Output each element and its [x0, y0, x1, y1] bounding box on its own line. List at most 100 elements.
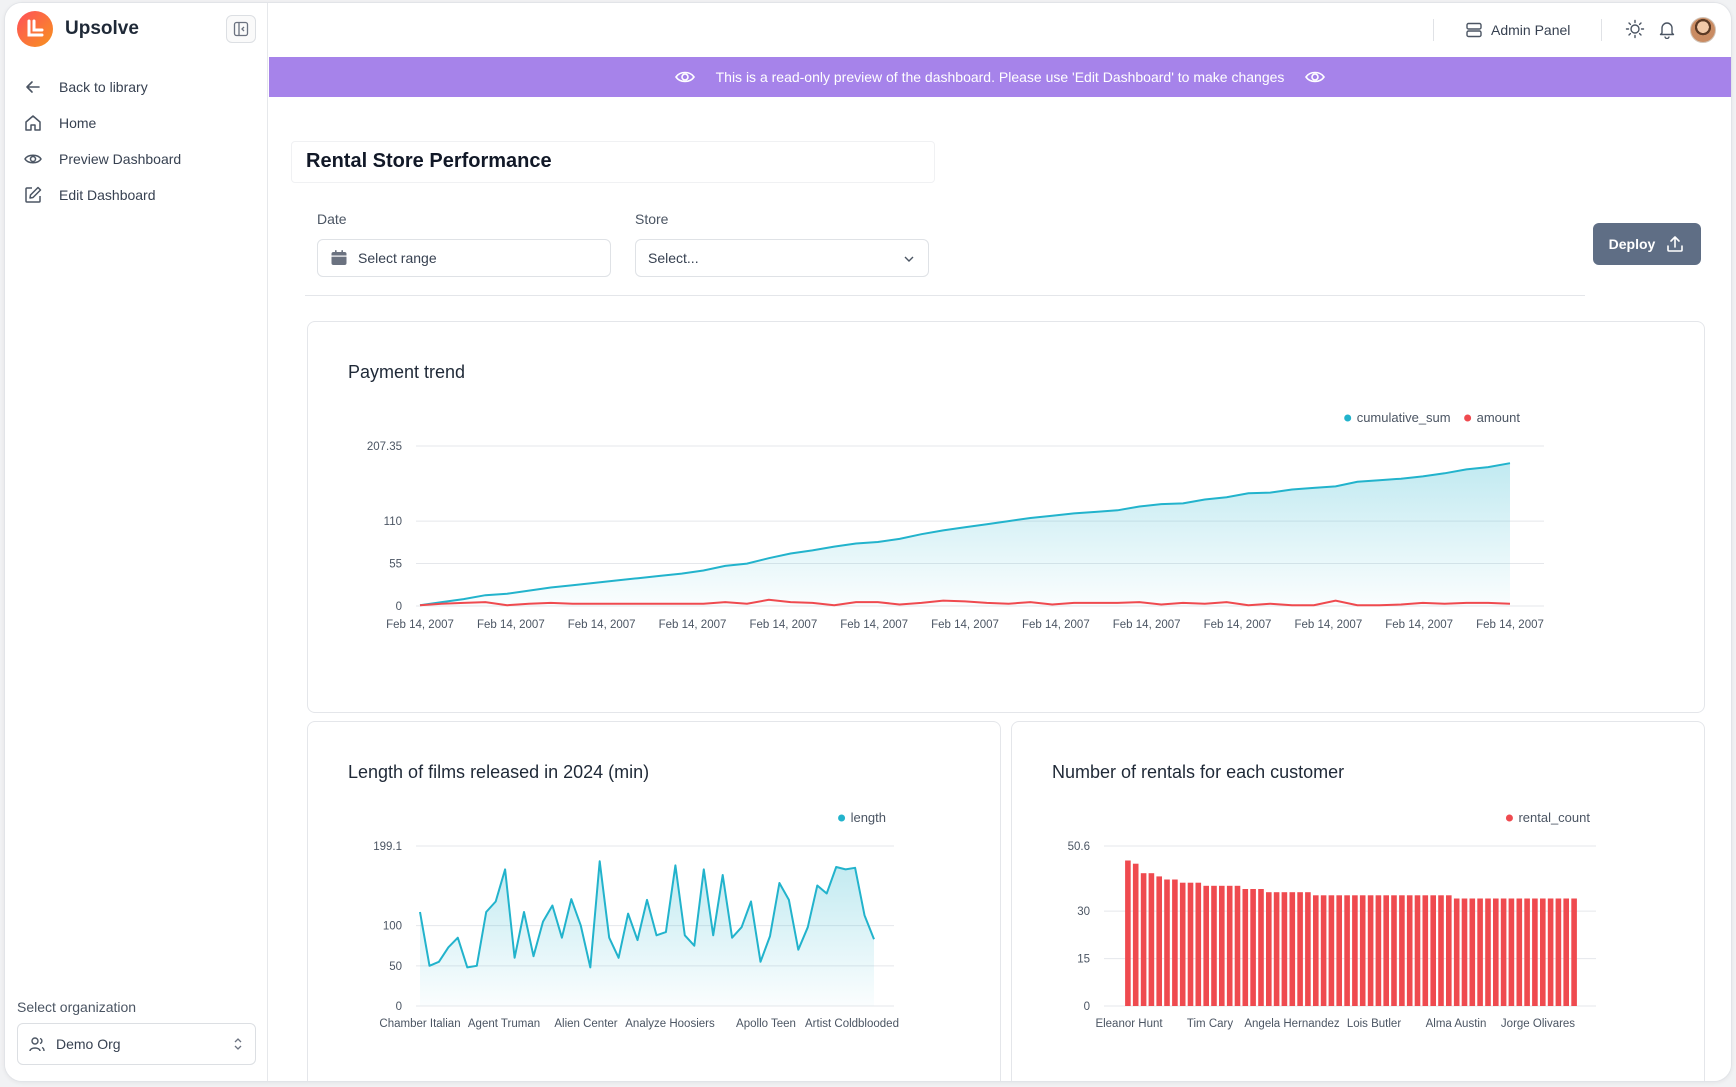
- y-tick-label: 15: [1077, 954, 1090, 966]
- chart-title: Payment trend: [348, 362, 466, 382]
- collapse-sidebar-button[interactable]: [226, 15, 256, 43]
- x-tick-label: Lois Butler: [1347, 1018, 1402, 1030]
- date-range-input[interactable]: Select range: [317, 239, 611, 277]
- banner-text: This is a read-only preview of the dashb…: [715, 69, 1285, 85]
- x-tick-label: Tim Cary: [1187, 1018, 1233, 1030]
- sun-icon[interactable]: [1625, 19, 1645, 39]
- film-length-chart: 0 50 100 199.1 Chamber Italian Agent Truman Al…: [373, 810, 899, 1030]
- legend-label: cumulative_sum: [1357, 410, 1451, 425]
- rental-count-bar: [1148, 873, 1155, 1006]
- read-only-banner: This is a read-only preview of the dashb…: [269, 57, 1731, 97]
- x-tick-label: Feb 14, 2007: [386, 619, 454, 631]
- rental-count-bar: [1461, 898, 1468, 1006]
- x-tick-label: Feb 14, 2007: [568, 619, 636, 631]
- rentals-per-customer-chart: 0 15 30 50.6 Eleanor Hunt Tim Cary Angela Hern…: [1068, 810, 1596, 1030]
- payment-trend-chart: 0 55 110 207.35 Feb 14, 2007 Feb 14, 2007 Feb …: [367, 410, 1544, 631]
- payment-trend-card: Payment trend 0 55 110 207.35 Feb 14, 2007 Fe…: [307, 321, 1705, 713]
- x-tick-label: Jorge Olivares: [1501, 1018, 1575, 1030]
- rental-count-bar: [1406, 895, 1413, 1006]
- rental-count-bar: [1305, 892, 1311, 1006]
- y-tick-label: 50.6: [1068, 841, 1090, 853]
- rental-count-bar: [1140, 873, 1147, 1006]
- rental-count-bar: [1367, 895, 1374, 1006]
- admin-panel-label: Admin Panel: [1491, 22, 1571, 38]
- length-line: [419, 860, 875, 969]
- sidebar-collapse-icon: [233, 21, 249, 37]
- chart-title: Length of films released in 2024 (min): [348, 762, 650, 782]
- x-tick-label: Feb 14, 2007: [1294, 619, 1362, 631]
- date-range-placeholder: Select range: [358, 250, 437, 266]
- rental-count-bar: [1273, 892, 1280, 1006]
- brand[interactable]: Upsolve: [17, 11, 139, 47]
- dashboard-title: Rental Store Performance: [291, 141, 935, 183]
- y-tick-label: 110: [384, 516, 402, 528]
- rental-count-bar: [1438, 895, 1444, 1006]
- sidebar-item-edit-dashboard[interactable]: Edit Dashboard: [23, 177, 181, 213]
- x-tick-label: Feb 14, 2007: [659, 619, 727, 631]
- arrow-left-icon: [26, 81, 40, 93]
- eye-icon: [1305, 71, 1326, 83]
- film-length-card: Length of films released in 2024 (min) 0…: [307, 721, 1001, 1081]
- rental-count-bar: [1297, 892, 1303, 1006]
- rental-count-bar: [1414, 895, 1421, 1006]
- cumulative-sum-line: [419, 462, 1511, 607]
- y-tick-label: 207.35: [367, 441, 402, 453]
- y-tick-label: 199.1: [373, 841, 402, 853]
- legend-label: amount: [1477, 410, 1521, 425]
- sidebar-item-home[interactable]: Home: [23, 105, 181, 141]
- sidebar-item-label: Back to library: [59, 79, 148, 95]
- rental-count-bar: [1344, 895, 1350, 1006]
- store-select-placeholder: Select...: [648, 250, 699, 266]
- x-tick-label: Apollo Teen: [736, 1018, 796, 1030]
- rental-count-bar: [1555, 898, 1562, 1006]
- rental-count-bar: [1540, 898, 1546, 1006]
- rental-count-bar: [1172, 879, 1178, 1006]
- x-tick-label: Artist Coldblooded: [805, 1018, 899, 1030]
- app-window: Upsolve Back to library Home Preview Das…: [4, 2, 1732, 1082]
- rentals-per-customer-card: Number of rentals for each customer 0 15 3…: [1011, 721, 1705, 1081]
- rental-count-bar: [1571, 898, 1577, 1006]
- user-avatar[interactable]: [1690, 17, 1716, 43]
- rental-count-bar: [1187, 882, 1194, 1006]
- y-tick-label: 50: [389, 961, 402, 973]
- rental-count-bar: [1179, 882, 1186, 1006]
- y-tick-label: 0: [396, 1001, 402, 1013]
- rental-count-bar: [1485, 898, 1491, 1006]
- rental-count-bar: [1469, 898, 1476, 1006]
- legend-marker: [1505, 814, 1513, 822]
- store-select[interactable]: Select...: [635, 239, 929, 277]
- x-tick-label: Chamber Italian: [379, 1018, 460, 1030]
- rental-count-bar: [1446, 895, 1452, 1006]
- rental-count-bar: [1234, 885, 1241, 1006]
- rental-count-bar: [1391, 895, 1397, 1006]
- top-header: Admin Panel: [269, 3, 1731, 57]
- rental-count-bar: [1258, 889, 1264, 1006]
- y-tick-label: 30: [1077, 906, 1090, 918]
- admin-panel-button[interactable]: Admin Panel: [1465, 17, 1570, 43]
- deploy-button[interactable]: Deploy: [1593, 223, 1701, 265]
- sidebar-item-preview-dashboard[interactable]: Preview Dashboard: [23, 141, 181, 177]
- header-divider: [1601, 19, 1602, 41]
- legend-marker: [1344, 414, 1352, 422]
- deploy-label: Deploy: [1608, 236, 1656, 252]
- rental-count-bar: [1547, 898, 1554, 1006]
- x-tick-label: Feb 14, 2007: [749, 619, 817, 631]
- bell-icon[interactable]: [1657, 19, 1677, 39]
- rental-count-bar: [1453, 898, 1460, 1006]
- sidebar-item-back-to-library[interactable]: Back to library: [23, 69, 181, 105]
- rental-count-bar: [1242, 889, 1249, 1006]
- rental-count-bar: [1422, 895, 1429, 1006]
- rental-count-bar: [1132, 863, 1139, 1006]
- rental-count-bar: [1328, 895, 1335, 1006]
- legend-marker: [1464, 414, 1472, 422]
- x-tick-label: Feb 14, 2007: [840, 619, 908, 631]
- rental-count-bar: [1203, 885, 1209, 1006]
- org-select-label: Select organization: [17, 999, 137, 1015]
- x-tick-label: Feb 14, 2007: [477, 619, 545, 631]
- legend-marker: [838, 814, 846, 822]
- org-select[interactable]: Demo Org: [17, 1023, 256, 1065]
- cumulative-sum-area: [420, 463, 1510, 606]
- home-icon: [25, 115, 41, 131]
- x-tick-label: Agent Truman: [468, 1018, 540, 1030]
- x-tick-label: Analyze Hoosiers: [625, 1018, 715, 1030]
